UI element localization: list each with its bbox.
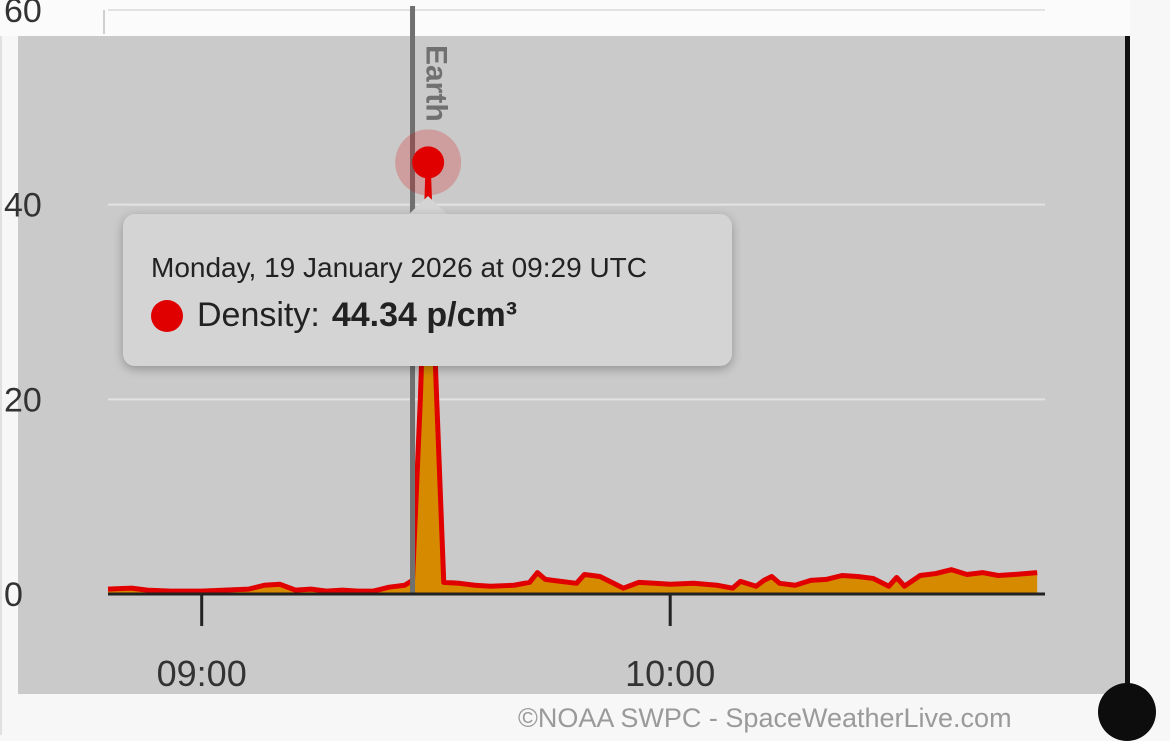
tooltip-date: Monday, 19 January 2026 at 09:29 UTC [151, 252, 648, 283]
tooltip-value-row: Density: 44.34 p/cm³ [151, 296, 517, 335]
y-tick-label: 20 [4, 381, 42, 419]
data-tooltip: Monday, 19 January 2026 at 09:29 UTC Den… [123, 214, 732, 366]
x-tick-label: 10:00 [625, 653, 715, 694]
highlight-point [412, 146, 445, 179]
tooltip-arrow [408, 196, 448, 215]
y-tick-label: 0 [4, 576, 23, 614]
series-dot-icon [151, 299, 183, 332]
left-edge [0, 0, 2, 735]
y-tick-label: 40 [4, 187, 42, 225]
x-tick-label: 09:00 [157, 653, 247, 694]
y-tick-label: 60 [4, 0, 42, 30]
top-strip [0, 0, 1130, 36]
tooltip-value: 44.34 p/cm³ [331, 296, 518, 334]
tooltip-series-label: Density: [197, 296, 320, 334]
credit-text: ©NOAA SWPC - SpaceWeatherLive.com [518, 703, 1012, 733]
earth-marker-label: Earth [420, 45, 453, 122]
scrollbar-handle[interactable] [1098, 683, 1156, 741]
scrollbar-track[interactable] [1125, 36, 1130, 711]
density-line [107, 159, 1038, 594]
